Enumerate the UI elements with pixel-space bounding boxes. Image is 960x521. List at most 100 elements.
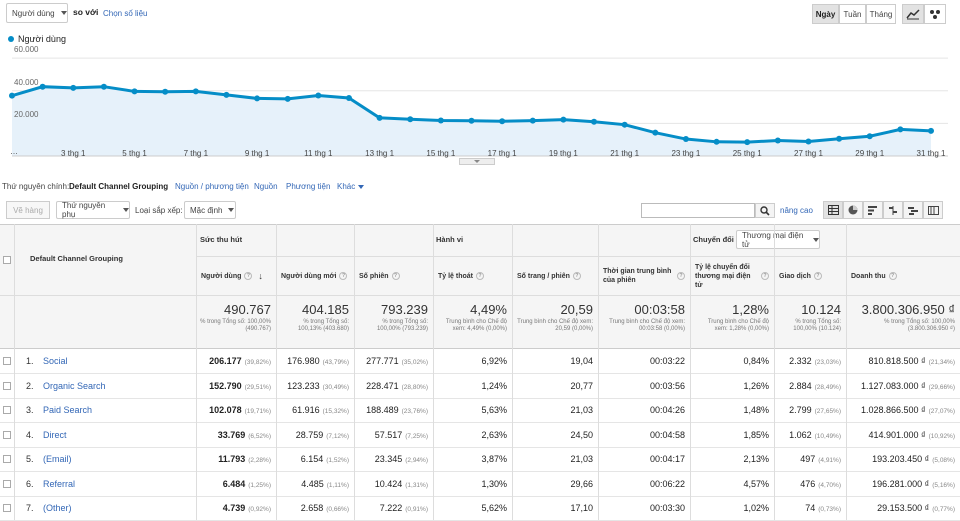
- data-point[interactable]: [376, 114, 383, 121]
- data-point[interactable]: [652, 129, 659, 136]
- choose-metric-link[interactable]: Chọn số liệu: [103, 9, 148, 18]
- help-icon[interactable]: ?: [339, 272, 348, 280]
- data-point[interactable]: [682, 136, 689, 143]
- pie-chart-icon[interactable]: [843, 201, 863, 219]
- motion-chart-icon[interactable]: [924, 4, 946, 24]
- term-cloud-icon[interactable]: [903, 201, 923, 219]
- data-point[interactable]: [468, 117, 475, 124]
- data-point[interactable]: [70, 84, 77, 91]
- column-header[interactable]: Giao dịch?: [779, 258, 841, 294]
- data-point[interactable]: [713, 138, 720, 145]
- help-icon[interactable]: ?: [677, 272, 685, 280]
- column-header[interactable]: Tỷ lệ chuyển đổi thương mại điện tử?: [695, 258, 769, 294]
- help-icon[interactable]: ?: [244, 272, 253, 280]
- help-icon[interactable]: ?: [391, 272, 400, 280]
- data-point[interactable]: [39, 83, 46, 90]
- column-header[interactable]: Số phiên?: [359, 258, 428, 294]
- data-point[interactable]: [836, 135, 843, 142]
- row-checkbox[interactable]: [3, 357, 11, 365]
- row-checkbox[interactable]: [3, 455, 11, 463]
- data-point[interactable]: [345, 94, 352, 101]
- secondary-dimension-select[interactable]: Thứ nguyên phụ: [56, 201, 130, 219]
- cell-percent: (10,49%): [814, 432, 841, 440]
- data-point[interactable]: [100, 83, 107, 90]
- total-value: 00:03:58: [634, 302, 685, 317]
- channel-link[interactable]: Paid Search: [43, 405, 93, 415]
- dimension-column-header[interactable]: Default Channel Grouping: [30, 253, 123, 263]
- table-cell: 4.739 (0,92%): [196, 503, 271, 513]
- help-icon[interactable]: ?: [761, 272, 769, 280]
- sort-type-value: Mặc định: [190, 205, 223, 215]
- comparison-icon[interactable]: [883, 201, 903, 219]
- pivot-table-icon[interactable]: [923, 201, 943, 219]
- performance-bars-icon[interactable]: [863, 201, 883, 219]
- row-checkbox[interactable]: [3, 504, 11, 512]
- data-point[interactable]: [774, 137, 781, 144]
- data-point[interactable]: [866, 133, 873, 140]
- channel-link[interactable]: Direct: [43, 429, 67, 440]
- column-header-label: Số phiên: [359, 272, 389, 280]
- column-header[interactable]: Doanh thu?: [851, 258, 955, 294]
- advanced-filter-link[interactable]: nâng cao: [780, 206, 813, 215]
- dimension-link-source[interactable]: Nguồn: [254, 182, 278, 191]
- metric-select[interactable]: Người dùng: [6, 3, 68, 23]
- data-point[interactable]: [744, 139, 751, 146]
- help-icon[interactable]: ?: [572, 272, 581, 280]
- row-checkbox[interactable]: [3, 406, 11, 414]
- data-point[interactable]: [529, 117, 536, 124]
- row-checkbox[interactable]: [3, 381, 11, 390]
- data-point[interactable]: [499, 118, 506, 125]
- data-table-icon[interactable]: [823, 201, 843, 219]
- column-header[interactable]: Người dùng mới?: [281, 258, 349, 294]
- data-point[interactable]: [131, 88, 138, 95]
- channel-link[interactable]: (Other): [43, 503, 72, 513]
- period-month-button[interactable]: Tháng: [866, 4, 896, 24]
- channel-link[interactable]: Social: [43, 356, 68, 366]
- channel-link[interactable]: Organic Search: [43, 380, 106, 391]
- data-point[interactable]: [897, 126, 904, 133]
- search-icon[interactable]: [755, 203, 775, 218]
- table-search-input[interactable]: [641, 203, 755, 218]
- column-header[interactable]: Người dùng? ↓: [201, 258, 271, 294]
- data-point[interactable]: [437, 117, 444, 124]
- column-header[interactable]: Số trang / phiên?: [517, 258, 593, 294]
- sort-type-select[interactable]: Mặc định: [184, 201, 236, 219]
- dimension-link-other[interactable]: Khác: [337, 182, 365, 191]
- data-point[interactable]: [162, 88, 169, 95]
- data-point[interactable]: [315, 92, 322, 99]
- primary-dimension-active[interactable]: Default Channel Grouping: [69, 182, 169, 191]
- row-checkbox[interactable]: [3, 479, 11, 488]
- data-point[interactable]: [9, 92, 15, 99]
- data-point[interactable]: [284, 95, 291, 102]
- dimension-link-medium[interactable]: Phương tiện: [286, 182, 331, 191]
- help-icon[interactable]: ?: [813, 272, 822, 280]
- data-point[interactable]: [407, 116, 414, 123]
- dimension-link-source-medium[interactable]: Nguồn / phương tiện: [175, 182, 249, 191]
- plot-rows-button[interactable]: Vẽ hàng: [6, 201, 50, 219]
- chart-resize-handle[interactable]: [459, 158, 495, 165]
- data-point[interactable]: [621, 121, 628, 128]
- total-value: 20,59: [560, 302, 593, 317]
- help-icon[interactable]: ?: [888, 272, 897, 280]
- help-icon[interactable]: ?: [476, 272, 485, 280]
- data-point[interactable]: [560, 116, 567, 123]
- data-point[interactable]: [591, 118, 598, 125]
- data-point[interactable]: [192, 88, 199, 95]
- channel-link[interactable]: Referral: [43, 478, 76, 489]
- data-point[interactable]: [928, 127, 934, 134]
- period-day-button[interactable]: Ngày: [812, 4, 839, 24]
- data-point[interactable]: [805, 138, 812, 145]
- cell-value: 23.345: [374, 454, 403, 464]
- cell-value: 00:04:58: [649, 429, 685, 440]
- line-chart-icon[interactable]: [902, 4, 924, 24]
- select-all-checkbox[interactable]: [3, 256, 11, 264]
- row-checkbox[interactable]: [3, 430, 11, 439]
- column-header[interactable]: Thời gian trung bình của phiên?: [603, 258, 685, 294]
- channel-link[interactable]: (Email): [43, 454, 72, 464]
- column-header[interactable]: Tỷ lệ thoát?: [438, 258, 507, 294]
- data-point[interactable]: [254, 95, 261, 102]
- period-week-button[interactable]: Tuần: [839, 4, 866, 24]
- x-tick-ellipsis: …: [10, 147, 18, 156]
- conversion-goal-select[interactable]: Thương mại điện tử: [736, 230, 820, 249]
- data-point[interactable]: [223, 91, 230, 98]
